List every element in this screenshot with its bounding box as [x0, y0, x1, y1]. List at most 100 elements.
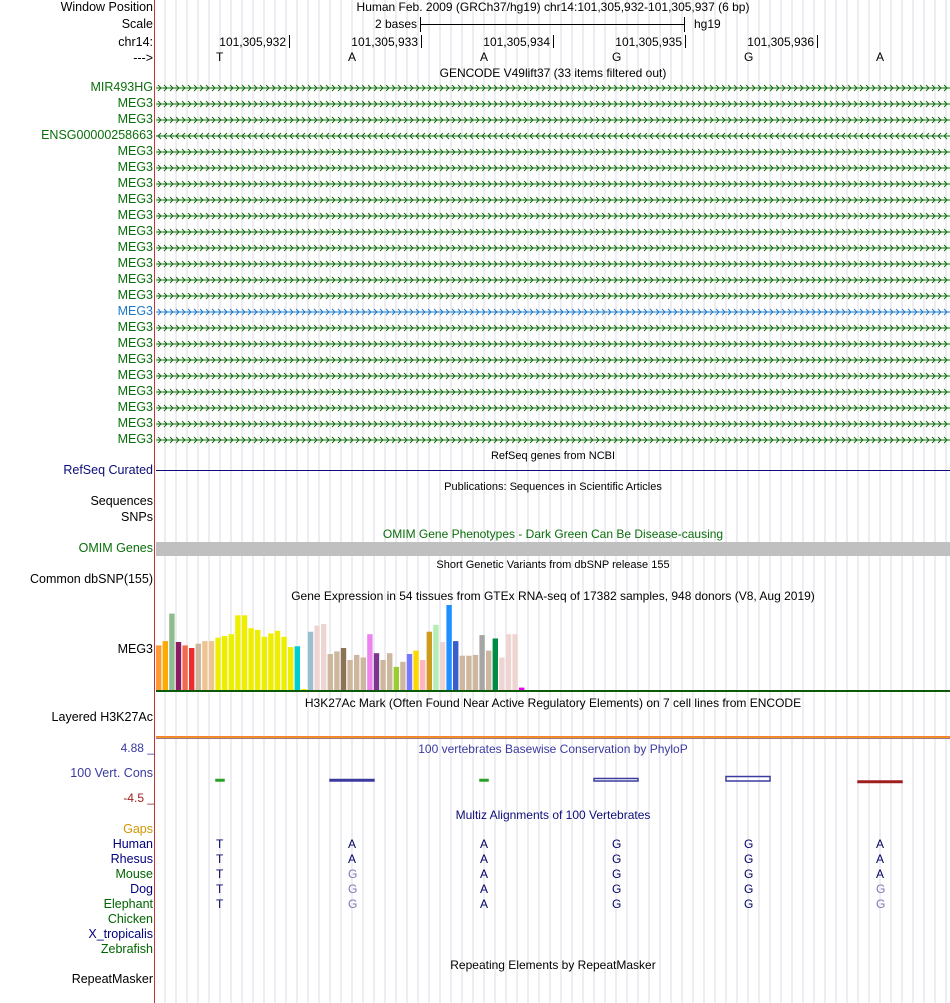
gencode-transcript[interactable] — [156, 128, 950, 144]
dbsnp-track-label[interactable]: Common dbSNP(155) — [30, 572, 153, 586]
gtex-tissue-bar[interactable] — [499, 657, 505, 692]
h3k27ac-track-label[interactable]: Layered H3K27Ac — [51, 710, 153, 724]
gencode-transcript[interactable] — [156, 368, 950, 384]
omim-gene-bar[interactable] — [156, 542, 950, 556]
multiz-species-label[interactable]: Dog — [130, 882, 153, 896]
gtex-tissue-bar[interactable] — [459, 655, 465, 691]
gtex-tissue-bar[interactable] — [169, 613, 175, 691]
gtex-tissue-bar[interactable] — [156, 645, 162, 691]
gtex-track-label[interactable]: MEG3 — [117, 642, 153, 656]
gencode-transcript[interactable] — [156, 240, 950, 256]
gtex-tissue-bar[interactable] — [189, 648, 195, 691]
gtex-tissue-bar[interactable] — [420, 660, 426, 691]
gtex-tissue-bar[interactable] — [347, 660, 353, 691]
gtex-tissue-bar[interactable] — [387, 653, 393, 691]
gencode-transcript[interactable] — [156, 336, 950, 352]
gencode-gene-label[interactable]: MEG3 — [117, 176, 153, 190]
gtex-tissue-bar[interactable] — [321, 623, 327, 691]
gtex-tissue-bar[interactable] — [439, 642, 446, 691]
gtex-tissue-bar[interactable] — [400, 661, 406, 691]
gtex-tissue-bar[interactable] — [466, 655, 472, 691]
gtex-tissue-bar[interactable] — [162, 641, 168, 691]
gtex-tissue-bar[interactable] — [215, 637, 221, 691]
gtex-tissue-bar[interactable] — [241, 615, 248, 691]
phylop-score-mark[interactable] — [215, 778, 225, 782]
refseq-gene-line[interactable] — [156, 470, 950, 471]
gtex-tissue-bar[interactable] — [426, 631, 432, 691]
gencode-gene-label[interactable]: MEG3 — [117, 288, 153, 302]
gencode-transcript[interactable] — [156, 384, 950, 400]
gencode-gene-label[interactable]: MEG3 — [117, 208, 153, 222]
gtex-tissue-bar[interactable] — [327, 654, 333, 691]
gtex-tissue-bar[interactable] — [380, 660, 386, 691]
gencode-transcript[interactable] — [156, 304, 950, 320]
gencode-transcript[interactable] — [156, 352, 950, 368]
gencode-gene-label[interactable]: MEG3 — [117, 400, 153, 414]
gtex-tissue-bar[interactable] — [294, 646, 300, 691]
phylop-score-mark[interactable] — [725, 775, 771, 782]
phylop-score-mark[interactable] — [479, 778, 489, 782]
phylop-score-mark[interactable] — [329, 778, 375, 782]
gtex-tissue-bar[interactable] — [519, 687, 525, 691]
gencode-gene-label[interactable]: MEG3 — [117, 384, 153, 398]
gtex-tissue-bar[interactable] — [202, 641, 208, 691]
gtex-tissue-bar[interactable] — [479, 635, 485, 691]
gencode-gene-label[interactable]: MEG3 — [117, 352, 153, 366]
gencode-transcript[interactable] — [156, 192, 950, 208]
gtex-tissue-bar[interactable] — [314, 625, 320, 691]
gencode-gene-label[interactable]: MIR493HG — [90, 80, 153, 94]
gencode-gene-label[interactable]: MEG3 — [117, 272, 153, 286]
gencode-transcript[interactable] — [156, 208, 950, 224]
gtex-tissue-bar[interactable] — [486, 650, 492, 691]
gencode-gene-label[interactable]: MEG3 — [117, 432, 153, 446]
multiz-species-label[interactable]: X_tropicalis — [88, 927, 153, 941]
gencode-transcript[interactable] — [156, 224, 950, 240]
gencode-gene-label[interactable]: MEG3 — [117, 144, 153, 158]
gtex-tissue-bar[interactable] — [268, 633, 274, 691]
gtex-tissue-bar[interactable] — [373, 653, 380, 691]
gtex-tissue-bar[interactable] — [334, 651, 340, 691]
gencode-transcript[interactable] — [156, 112, 950, 128]
gencode-transcript[interactable] — [156, 400, 950, 416]
gtex-tissue-bar[interactable] — [222, 636, 228, 691]
gtex-tissue-bar[interactable] — [472, 654, 479, 691]
refseq-track-label[interactable]: RefSeq Curated — [63, 463, 153, 477]
multiz-species-label[interactable]: Rhesus — [110, 852, 153, 866]
gencode-gene-label[interactable]: MEG3 — [117, 368, 153, 382]
gtex-tissue-bar[interactable] — [255, 629, 261, 691]
gencode-gene-label[interactable]: MEG3 — [117, 336, 153, 350]
gencode-gene-label[interactable]: MEG3 — [117, 224, 153, 238]
gencode-gene-label[interactable]: MEG3 — [117, 160, 153, 174]
gtex-tissue-bar[interactable] — [182, 645, 188, 691]
gencode-gene-label[interactable]: MEG3 — [117, 320, 153, 334]
gencode-transcript[interactable] — [156, 80, 950, 96]
gtex-tissue-bar[interactable] — [354, 654, 360, 691]
gencode-gene-label[interactable]: MEG3 — [117, 256, 153, 270]
gtex-tissue-bar[interactable] — [248, 628, 254, 691]
gencode-transcript[interactable] — [156, 288, 950, 304]
gtex-expression-chart[interactable] — [156, 603, 536, 691]
gencode-gene-label[interactable]: MEG3 — [117, 192, 153, 206]
gtex-tissue-bar[interactable] — [367, 634, 373, 691]
gencode-transcript[interactable] — [156, 320, 950, 336]
gtex-tissue-bar[interactable] — [235, 615, 241, 691]
multiz-species-label[interactable]: Human — [112, 837, 153, 851]
omim-track-label[interactable]: OMIM Genes — [78, 541, 153, 555]
gtex-tissue-bar[interactable] — [340, 648, 347, 691]
gtex-tissue-bar[interactable] — [288, 647, 294, 691]
phylop-conservation-chart[interactable] — [156, 757, 950, 797]
gencode-gene-label[interactable]: ENSG00000258663 — [41, 128, 153, 142]
multiz-species-label[interactable]: Mouse — [115, 867, 153, 881]
gencode-transcript[interactable] — [156, 96, 950, 112]
phylop-track-label[interactable]: 100 Vert. Cons — [70, 766, 153, 780]
gtex-tissue-bar[interactable] — [433, 624, 439, 691]
repeatmasker-track-label[interactable]: RepeatMasker — [71, 972, 153, 986]
gtex-tissue-bar[interactable] — [307, 631, 314, 691]
gencode-transcript[interactable] — [156, 160, 950, 176]
gtex-tissue-bar[interactable] — [281, 636, 287, 691]
gtex-tissue-bar[interactable] — [360, 657, 366, 692]
gtex-tissue-bar[interactable] — [175, 642, 182, 691]
phylop-score-mark[interactable] — [857, 780, 903, 784]
publications-sequences-label[interactable]: Sequences — [90, 494, 153, 508]
h3k27ac-signal-band[interactable] — [156, 736, 950, 739]
